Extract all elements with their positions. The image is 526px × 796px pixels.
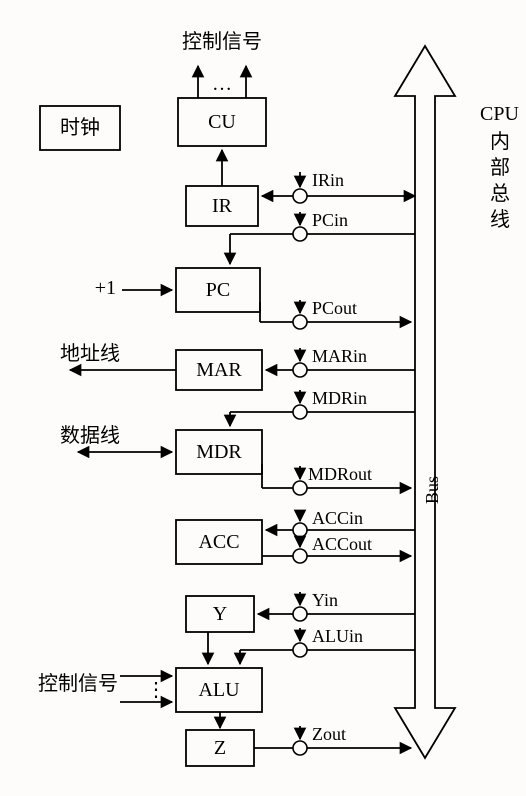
- plus1-label: +1: [95, 277, 116, 299]
- marin-label: MARin: [312, 346, 367, 366]
- clock-label: 时钟: [60, 116, 100, 139]
- addr-label: 地址线: [60, 342, 120, 365]
- accin-label: ACCin: [312, 508, 363, 528]
- mdrout-label: MDRout: [308, 464, 372, 484]
- mdrin-label: MDRin: [312, 388, 367, 408]
- mdr-label: MDR: [196, 441, 242, 463]
- svg-text:…: …: [212, 73, 232, 95]
- irin-label: IRin: [312, 170, 344, 190]
- svg-text:线: 线: [490, 208, 510, 231]
- bus-label: Bus: [422, 476, 442, 504]
- cpu-internal-bus-label: CPU 内 部 总 线: [480, 103, 519, 231]
- alu-label: ALU: [198, 679, 240, 701]
- bus: Bus: [395, 46, 455, 758]
- y-label: Y: [213, 603, 227, 625]
- svg-text:部: 部: [490, 156, 510, 179]
- ir-label: IR: [212, 195, 233, 217]
- top-ctrl-label: 控制信号: [182, 30, 262, 53]
- ctrl-sig-label: 控制信号: [38, 672, 118, 695]
- aluin-label: ALUin: [312, 626, 363, 646]
- accout-label: ACCout: [312, 534, 372, 554]
- pcout-label: PCout: [312, 298, 357, 318]
- cu-label: CU: [208, 111, 236, 133]
- boxes: CU IR PC MAR MDR ACC Y ALU Z: [176, 98, 266, 766]
- svg-text:总: 总: [490, 182, 510, 205]
- svg-text:内: 内: [490, 130, 510, 153]
- pcin-label: PCin: [312, 210, 348, 230]
- z-label: Z: [214, 737, 226, 759]
- svg-text:CPU: CPU: [480, 103, 519, 125]
- zout-label: Zout: [312, 724, 346, 744]
- mar-label: MAR: [196, 359, 242, 381]
- svg-text:⋮: ⋮: [146, 679, 166, 701]
- pc-label: PC: [206, 279, 230, 301]
- yin-label: Yin: [312, 590, 338, 610]
- data-label: 数据线: [60, 424, 120, 447]
- acc-label: ACC: [198, 531, 239, 553]
- cpu-bus-diagram: Bus CPU 内 部 总 线 时钟 控制信号 … CU IR PC MAR M…: [0, 0, 526, 796]
